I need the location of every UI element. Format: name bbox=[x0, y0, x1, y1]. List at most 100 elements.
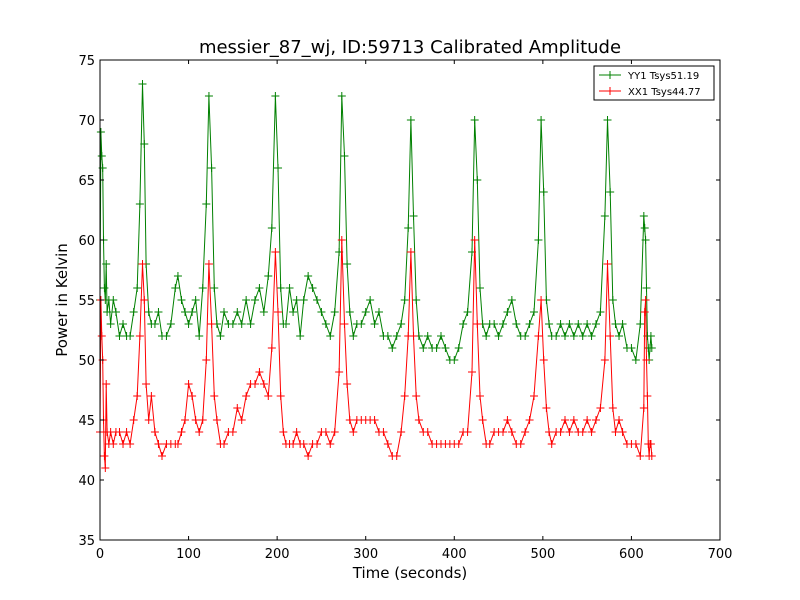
data-point bbox=[321, 320, 330, 328]
data-point bbox=[115, 332, 124, 340]
data-point bbox=[409, 212, 418, 220]
data-point bbox=[220, 308, 228, 316]
data-point bbox=[313, 440, 321, 448]
data-point bbox=[101, 464, 110, 472]
data-point bbox=[349, 332, 358, 340]
data-point bbox=[276, 392, 285, 400]
data-point bbox=[207, 164, 216, 172]
x-tick-label: 100 bbox=[176, 547, 201, 562]
data-point bbox=[587, 332, 596, 340]
data-point bbox=[639, 212, 648, 220]
data-point bbox=[308, 284, 317, 292]
x-tick-label: 600 bbox=[619, 547, 644, 562]
legend-label: XX1 Tsys44.77 bbox=[628, 87, 701, 98]
data-point bbox=[292, 428, 301, 436]
data-point bbox=[246, 320, 255, 328]
data-point bbox=[337, 236, 346, 244]
data-point bbox=[468, 368, 476, 376]
data-point bbox=[521, 332, 530, 340]
series-1 bbox=[96, 236, 656, 472]
data-point bbox=[285, 284, 294, 292]
data-point bbox=[345, 308, 354, 316]
data-point bbox=[140, 296, 149, 304]
data-point bbox=[530, 392, 538, 400]
data-point bbox=[537, 296, 546, 304]
data-point bbox=[561, 416, 569, 424]
data-point bbox=[279, 428, 288, 436]
data-point bbox=[631, 356, 640, 364]
data-point bbox=[507, 428, 516, 436]
data-point bbox=[119, 440, 128, 448]
data-point bbox=[259, 308, 268, 316]
data-point bbox=[565, 320, 574, 328]
data-point bbox=[397, 428, 406, 436]
data-point bbox=[210, 392, 219, 400]
data-point bbox=[556, 320, 565, 328]
y-tick-label: 75 bbox=[78, 54, 95, 69]
data-point bbox=[299, 440, 308, 448]
data-point bbox=[267, 224, 276, 232]
data-point bbox=[210, 284, 219, 292]
data-point bbox=[96, 128, 105, 136]
data-point bbox=[289, 308, 298, 316]
data-point bbox=[154, 308, 163, 316]
data-point bbox=[138, 80, 147, 88]
data-point bbox=[271, 248, 280, 256]
data-point bbox=[494, 332, 503, 340]
data-point bbox=[473, 320, 482, 328]
data-point bbox=[335, 368, 344, 376]
data-point bbox=[150, 320, 159, 328]
data-point bbox=[337, 92, 346, 100]
data-point bbox=[100, 452, 109, 460]
data-point bbox=[643, 392, 652, 400]
data-point bbox=[606, 188, 615, 196]
data-point bbox=[109, 296, 118, 304]
data-point bbox=[383, 332, 392, 340]
data-point bbox=[330, 428, 339, 436]
data-point bbox=[216, 332, 225, 340]
data-point bbox=[463, 428, 472, 436]
legend-box bbox=[593, 65, 715, 101]
y-tick-label: 35 bbox=[78, 534, 95, 549]
data-point bbox=[292, 296, 301, 304]
data-point bbox=[556, 428, 565, 436]
data-point bbox=[361, 308, 370, 316]
data-point bbox=[129, 308, 138, 316]
data-point bbox=[432, 344, 441, 352]
data-point bbox=[516, 440, 525, 448]
series-0 bbox=[96, 80, 656, 364]
data-point bbox=[642, 284, 651, 292]
data-point bbox=[188, 308, 197, 316]
data-point bbox=[521, 428, 530, 436]
data-point bbox=[158, 452, 166, 460]
data-point bbox=[140, 140, 149, 148]
data-point bbox=[592, 416, 600, 424]
data-point bbox=[370, 320, 379, 328]
data-point bbox=[400, 392, 409, 400]
data-point bbox=[383, 440, 392, 448]
data-point bbox=[552, 332, 561, 340]
data-point bbox=[119, 320, 128, 328]
data-point bbox=[404, 224, 413, 232]
plot-area-frame bbox=[99, 59, 721, 541]
data-point bbox=[437, 332, 445, 340]
data-point bbox=[423, 332, 432, 340]
data-point bbox=[233, 404, 242, 412]
data-point bbox=[173, 272, 182, 280]
data-point bbox=[503, 308, 512, 316]
data-point bbox=[423, 428, 432, 436]
y-tick-label: 40 bbox=[78, 474, 95, 489]
x-tick-label: 200 bbox=[265, 547, 290, 562]
data-point bbox=[641, 236, 650, 244]
data-point bbox=[475, 284, 484, 292]
data-point bbox=[603, 260, 612, 268]
data-point bbox=[463, 308, 472, 316]
data-point bbox=[126, 440, 135, 448]
data-point bbox=[242, 392, 251, 400]
data-point bbox=[267, 344, 276, 352]
data-point bbox=[618, 320, 627, 328]
data-point bbox=[641, 296, 650, 304]
data-point bbox=[289, 440, 298, 448]
data-point bbox=[343, 380, 352, 388]
